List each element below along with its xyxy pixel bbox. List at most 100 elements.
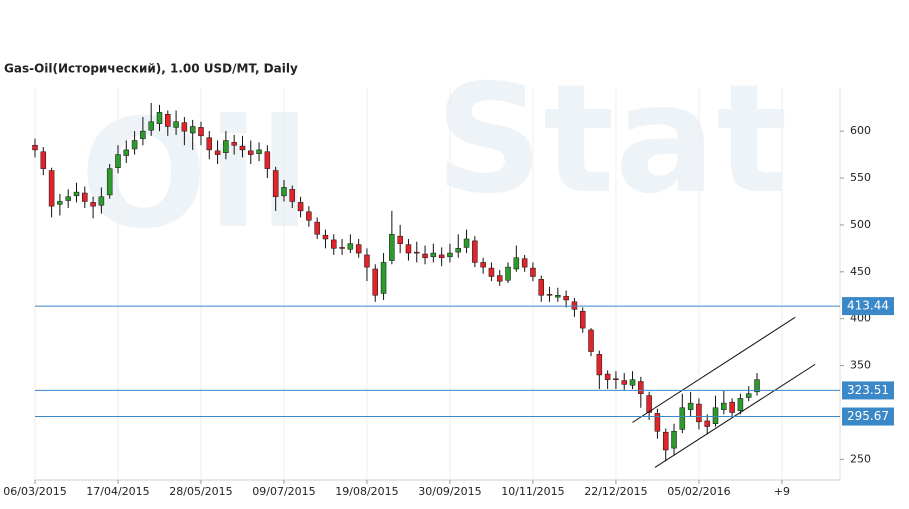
candle-body [654,413,661,432]
candle-body [521,258,528,268]
candle-body [48,170,55,207]
x-tick-label: 22/12/2015 [584,485,647,498]
candle-body [256,149,262,154]
candle-body [272,170,279,198]
candle-body [239,145,246,151]
candle-body [306,211,312,221]
level-label-box [842,381,894,400]
candle-body [496,275,503,282]
level-label-box [842,407,894,426]
candle-body [687,402,694,410]
x-tick-label: 19/08/2015 [335,485,398,498]
candle-body [679,407,686,430]
candle-body [148,121,154,131]
chart-title: Gas-Oil(Исторический), 1.00 USD/MT, Dail… [4,62,298,76]
candle-body [198,127,204,137]
candle-body [579,310,586,329]
candle-body [629,379,636,386]
candle-body [165,114,171,127]
y-tick-label: 500 [850,218,871,231]
candle-body [380,262,387,294]
level-label-box [842,297,894,316]
candle-body [314,221,320,235]
candle-body [206,137,213,151]
candle-body [488,267,495,277]
candle-body [671,430,677,449]
watermark-stat: Stat [435,53,788,227]
y-tick-label: 550 [850,171,871,184]
candle-body [397,235,403,244]
x-tick-label: 05/02/2016 [667,485,730,498]
candle-body [414,251,420,254]
level-label: 295.67 [847,409,889,423]
candle-body [696,403,702,423]
candle-body [621,380,627,385]
candle-body [123,149,130,156]
candle-body [563,295,569,301]
candle-body [339,247,345,249]
candle-body [754,379,760,393]
y-tick-label: 450 [850,265,871,278]
candle-body [231,142,237,146]
candle-body [181,122,188,132]
candle-body [555,295,561,298]
candle-body [115,154,121,168]
candle-body [405,244,412,254]
candle-body [571,301,578,310]
candle-body [32,144,38,151]
candle-body [297,202,304,212]
candle-body [248,150,254,155]
trend-line [632,316,796,423]
y-tick-label: 250 [850,452,871,465]
candle-body [463,238,470,248]
candle-body [455,248,461,253]
x-tick-label: +9 [774,485,790,498]
candle-body [65,196,71,201]
candle-body [613,378,619,380]
x-tick-label: 06/03/2015 [3,485,66,498]
candle-body [721,402,727,410]
candle-body [430,252,437,258]
candle-body [538,279,544,296]
candle-body [447,252,453,258]
candle-body [662,431,669,451]
candle-body [131,140,138,150]
candle-body [98,196,105,206]
candle-body [189,126,196,134]
candle-body [106,168,113,196]
candle-body [156,112,163,124]
candle-body [281,187,287,197]
x-tick-label: 10/11/2015 [501,485,564,498]
candle-body [223,140,229,153]
x-tick-label: 09/07/2015 [252,485,315,498]
level-label: 413.44 [847,299,889,313]
candle-body [422,253,428,258]
candle-body [588,329,594,352]
candle-body [173,121,179,128]
candle-body [73,191,80,197]
candle-body [322,234,329,240]
candle-body [704,420,710,427]
candle-body [505,266,511,281]
candle-body [596,354,603,376]
candle-body [57,201,63,205]
candle-body [638,381,644,394]
candle-body [389,234,395,261]
candle-body [347,243,354,250]
y-tick-label: 600 [850,124,871,137]
candle-body [214,150,221,155]
candle-body [438,254,445,258]
candle-body [729,401,735,413]
candle-body [646,395,652,413]
candle-body [140,130,146,139]
candle-body [355,244,362,254]
candle-body [604,373,611,380]
y-tick-label: 350 [850,359,871,372]
candle-body [737,398,744,411]
x-tick-label: 28/05/2015 [169,485,232,498]
candle-body [745,393,752,398]
x-tick-label: 30/09/2015 [418,485,481,498]
watermark: Oil Stat [80,53,788,262]
candle-body [289,189,296,202]
